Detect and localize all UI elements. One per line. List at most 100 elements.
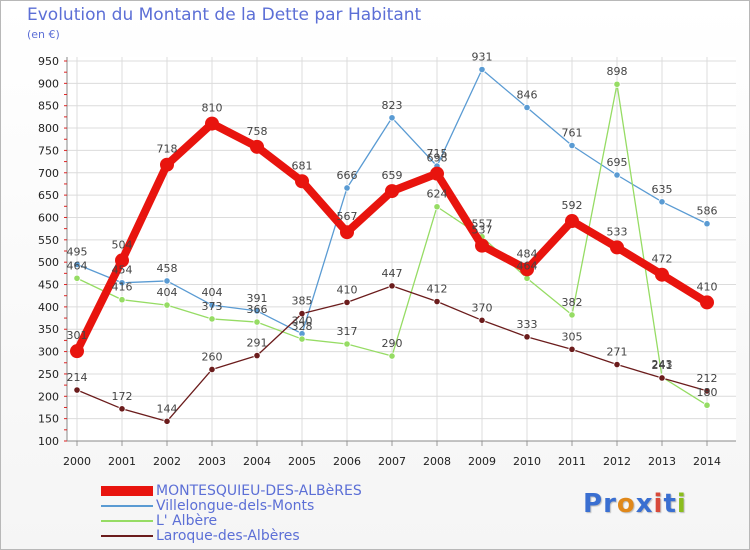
y-tick-label: 850 xyxy=(38,100,59,113)
x-tick-label: 2002 xyxy=(153,455,181,468)
data-label: 241 xyxy=(652,359,673,372)
data-label: 412 xyxy=(427,283,448,296)
data-label: 301 xyxy=(67,329,88,342)
grid xyxy=(67,57,736,442)
x-tick-label: 2009 xyxy=(468,455,496,468)
data-label: 567 xyxy=(337,210,358,223)
data-labels: 495 454 458 404 391 340 666 823 715 931 846 761 695 6… xyxy=(67,50,718,415)
legend-label: MONTESQUIEU-DES-ALBèRES xyxy=(156,483,362,499)
data-label: 404 xyxy=(202,286,223,299)
data-label: 586 xyxy=(697,205,718,218)
x-tick-label: 2003 xyxy=(198,455,226,468)
data-label: 385 xyxy=(292,295,313,308)
x-tick-label: 2004 xyxy=(243,455,271,468)
data-label: 290 xyxy=(382,337,403,350)
data-point xyxy=(478,316,486,324)
data-point xyxy=(295,174,309,189)
x-tick-label: 2000 xyxy=(63,455,91,468)
data-label: 391 xyxy=(247,292,268,305)
legend-swatch xyxy=(101,520,153,522)
data-point xyxy=(343,184,351,192)
data-label: 317 xyxy=(337,325,358,338)
data-point xyxy=(568,141,576,150)
data-point xyxy=(253,352,261,360)
y-tick-label: 550 xyxy=(38,234,59,247)
data-label: 333 xyxy=(517,318,538,331)
data-point xyxy=(343,340,351,348)
data-point xyxy=(433,297,441,306)
x-tick-label: 2014 xyxy=(693,455,721,468)
data-label: 366 xyxy=(247,303,268,316)
data-point xyxy=(163,417,171,425)
y-tick-label: 250 xyxy=(38,368,59,381)
data-label: 404 xyxy=(157,286,178,299)
data-point xyxy=(250,139,264,154)
y-tick-label: 950 xyxy=(38,55,59,68)
data-label: 464 xyxy=(517,259,538,272)
data-label: 666 xyxy=(337,169,358,182)
data-label: 695 xyxy=(607,156,628,169)
x-tick-label: 2011 xyxy=(558,455,586,468)
data-point xyxy=(703,401,711,409)
data-point xyxy=(253,318,261,326)
axes: 100 150 200 250 300 350 400 450 500 550 600 650 700 7… xyxy=(38,55,736,468)
data-point xyxy=(163,301,171,309)
y-tick-label: 800 xyxy=(38,122,59,135)
data-point xyxy=(523,103,531,112)
data-point xyxy=(343,298,351,307)
data-label: 592 xyxy=(562,199,583,212)
data-point xyxy=(208,301,216,309)
data-point xyxy=(613,80,621,88)
data-label: 260 xyxy=(202,350,223,363)
data-point xyxy=(118,296,126,304)
data-point xyxy=(568,345,576,353)
data-label: 243 xyxy=(652,358,673,371)
data-label: 718 xyxy=(157,143,178,156)
data-point xyxy=(475,238,489,253)
y-tick-label: 300 xyxy=(38,346,59,359)
logo-letter: t xyxy=(663,489,677,519)
data-label: 416 xyxy=(112,281,133,294)
logo-letter: r xyxy=(603,489,617,519)
x-tick-label: 2012 xyxy=(603,455,631,468)
series-group xyxy=(70,65,714,425)
data-point xyxy=(523,333,531,341)
data-point xyxy=(655,267,669,282)
data-label: 382 xyxy=(562,296,583,309)
data-point xyxy=(388,114,396,122)
data-point xyxy=(703,387,711,395)
data-point xyxy=(703,220,711,228)
logo-letter: i xyxy=(676,489,687,519)
data-point xyxy=(163,277,171,285)
proxiti-logo: Proxiti xyxy=(583,489,687,519)
data-label: 533 xyxy=(607,225,628,238)
data-point xyxy=(73,274,81,282)
data-label: 340 xyxy=(292,315,313,328)
logo-letter: P xyxy=(583,489,604,519)
y-tick-label: 600 xyxy=(38,211,59,224)
chart-unit: (en €) xyxy=(27,28,60,41)
data-label: 214 xyxy=(67,371,88,384)
data-label: 659 xyxy=(382,169,403,182)
data-label: 537 xyxy=(472,224,493,237)
data-label: 846 xyxy=(517,88,538,101)
series-laroque-des-alb-res xyxy=(73,282,711,425)
data-label: 758 xyxy=(247,125,268,138)
y-tick-label: 100 xyxy=(38,435,59,448)
data-point xyxy=(388,282,396,290)
series-l-alb-re xyxy=(73,80,711,409)
data-label: 823 xyxy=(382,99,403,112)
data-point xyxy=(160,157,174,172)
data-label: 172 xyxy=(112,390,133,403)
data-point xyxy=(298,335,306,343)
data-point xyxy=(340,225,354,240)
data-label: 305 xyxy=(562,330,583,343)
data-point xyxy=(478,65,486,74)
data-point xyxy=(658,374,666,382)
data-label: 484 xyxy=(517,247,538,260)
y-tick-label: 900 xyxy=(38,77,59,90)
x-tick-label: 2006 xyxy=(333,455,361,468)
data-label: 681 xyxy=(292,159,313,172)
